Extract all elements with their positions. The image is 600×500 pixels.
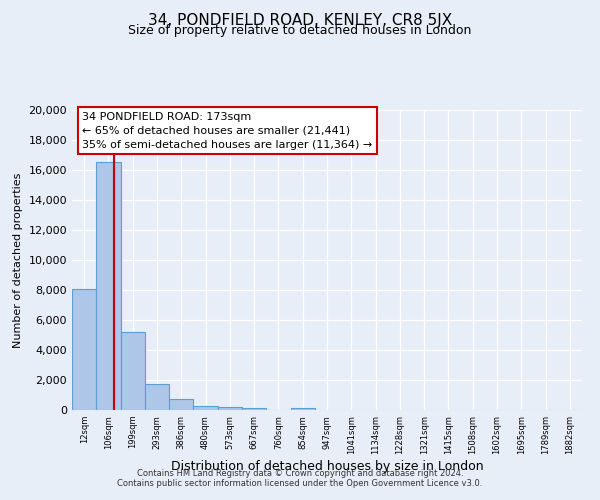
Text: Contains public sector information licensed under the Open Government Licence v3: Contains public sector information licen… [118, 478, 482, 488]
Bar [72, 288, 96, 410]
Text: 34, PONDFIELD ROAD, KENLEY, CR8 5JX: 34, PONDFIELD ROAD, KENLEY, CR8 5JX [148, 12, 452, 28]
Bar [290, 408, 315, 410]
Text: 34 PONDFIELD ROAD: 173sqm
← 65% of detached houses are smaller (21,441)
35% of s: 34 PONDFIELD ROAD: 173sqm ← 65% of detac… [82, 112, 373, 150]
Bar [96, 162, 121, 410]
Bar [121, 332, 145, 410]
Bar [145, 384, 169, 410]
Bar [242, 408, 266, 410]
Bar [169, 399, 193, 410]
Text: Size of property relative to detached houses in London: Size of property relative to detached ho… [128, 24, 472, 37]
Y-axis label: Number of detached properties: Number of detached properties [13, 172, 23, 348]
Bar [218, 408, 242, 410]
Text: Contains HM Land Registry data © Crown copyright and database right 2024.: Contains HM Land Registry data © Crown c… [137, 468, 463, 477]
Bar [193, 406, 218, 410]
X-axis label: Distribution of detached houses by size in London: Distribution of detached houses by size … [170, 460, 484, 472]
